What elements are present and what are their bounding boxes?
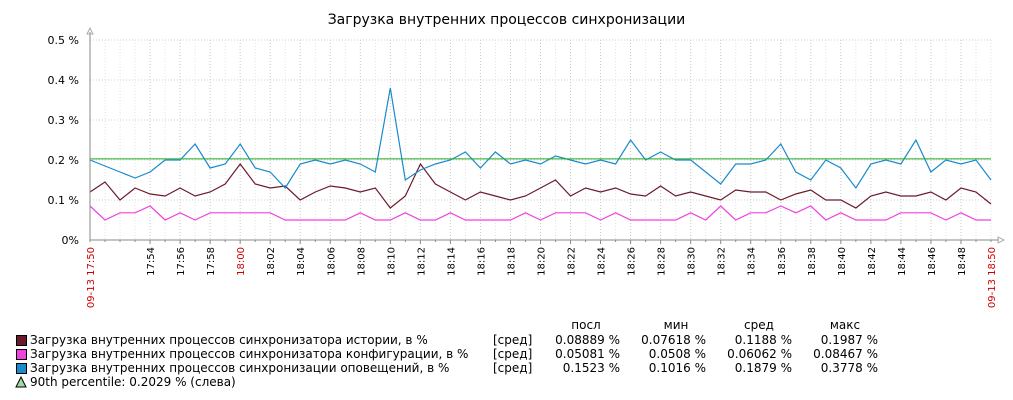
legend-header-row: посл мин сред макс bbox=[0, 318, 1013, 332]
x-tick-label: 18:00 bbox=[236, 247, 247, 276]
x-tick-label: 18:38 bbox=[807, 247, 818, 276]
y-tick-label: 0% bbox=[62, 234, 79, 247]
x-tick-label: 18:44 bbox=[897, 247, 908, 276]
legend-series-name: Загрузка внутренних процессов синхрониза… bbox=[30, 361, 450, 375]
x-tick-label: 18:46 bbox=[927, 247, 938, 276]
legend-header-min: мин bbox=[663, 318, 689, 332]
x-tick-label: 17:56 bbox=[176, 247, 187, 276]
x-tick-label: 18:30 bbox=[687, 247, 698, 276]
x-end-label: 09-13 18:50 bbox=[987, 247, 998, 308]
y-tick-label: 0.3 % bbox=[48, 114, 79, 127]
legend-swatch bbox=[16, 335, 27, 346]
legend-header-max: макс bbox=[829, 318, 861, 332]
legend-percentile-row: 90th percentile: 0.2029 % (слева) bbox=[0, 375, 1013, 389]
legend-row: Загрузка внутренних процессов синхрониза… bbox=[0, 361, 1013, 375]
legend-function: [сред] bbox=[493, 347, 533, 361]
grid bbox=[90, 39, 992, 240]
legend-last: 0.08889 % bbox=[555, 333, 620, 347]
x-axis-ticks: 17:54 17:56 17:58 18:00 18:02 18:04 18:06 18:08… bbox=[86, 247, 998, 308]
series-line bbox=[89, 205, 991, 221]
x-tick-label: 18:42 bbox=[867, 247, 878, 276]
legend-row: Загрузка внутренних процессов синхрониза… bbox=[0, 333, 1013, 347]
legend-max: 0.1987 % bbox=[820, 333, 878, 347]
legend-swatch bbox=[16, 349, 27, 360]
y-tick-label: 0.1 % bbox=[48, 194, 79, 207]
legend-percentile-label: 90th percentile: 0.2029 % (слева) bbox=[30, 375, 236, 389]
x-tick-label: 18:02 bbox=[266, 247, 277, 276]
x-tick-label: 18:12 bbox=[416, 247, 427, 276]
chart-title: Загрузка внутренних процессов синхрониза… bbox=[327, 12, 686, 28]
legend-function: [сред] bbox=[493, 333, 533, 347]
line-chart: 0%0.1 %0.2 %0.3 %0.4 %0.5 % 17:54 17:56 17… bbox=[48, 26, 1006, 308]
series-line bbox=[89, 162, 992, 209]
y-axis-ticks: 0% 0.1 % 0.2 % 0.3 % 0.4 % 0.5 % bbox=[48, 34, 79, 247]
x-tick-label: 18:34 bbox=[747, 247, 758, 276]
legend-last: 0.1523 % bbox=[562, 361, 620, 375]
x-tick-label: 18:16 bbox=[476, 247, 487, 276]
y-tick-label: 0.4 % bbox=[48, 74, 79, 87]
legend-avg: 0.1188 % bbox=[734, 333, 792, 347]
legend-header-avg: сред bbox=[744, 318, 774, 332]
x-tick-label: 17:58 bbox=[206, 247, 217, 276]
y-tick-label: 0.5 % bbox=[48, 34, 79, 47]
legend-header-last: посл bbox=[571, 318, 601, 332]
x-tick-label: 18:26 bbox=[627, 247, 638, 276]
x-tick-label: 18:20 bbox=[537, 247, 548, 276]
axes bbox=[86, 26, 1006, 244]
x-tick-label: 18:40 bbox=[837, 247, 848, 276]
x-tick-label: 18:14 bbox=[446, 247, 457, 276]
legend-series-name: Загрузка внутренних процессов синхрониза… bbox=[30, 333, 428, 347]
x-start-label: 09-13 17:50 bbox=[86, 247, 97, 308]
legend-min: 0.07618 % bbox=[641, 333, 706, 347]
x-tick-label: 18:18 bbox=[506, 247, 517, 276]
legend-last: 0.05081 % bbox=[555, 347, 620, 361]
x-tick-label: 18:08 bbox=[356, 247, 367, 276]
x-tick-label: 18:28 bbox=[657, 247, 668, 276]
legend-row: Загрузка внутренних процессов синхрониза… bbox=[0, 347, 1013, 361]
y-axis-arrow bbox=[86, 26, 94, 35]
legend-avg: 0.06062 % bbox=[727, 347, 792, 361]
x-axis-arrow bbox=[997, 236, 1006, 244]
x-tick-label: 18:22 bbox=[567, 247, 578, 276]
x-tick-label: 18:10 bbox=[386, 247, 397, 276]
legend-max: 0.08467 % bbox=[813, 347, 878, 361]
legend: посл мин сред макс Загрузка внутренних п… bbox=[0, 316, 1013, 400]
x-tick-label: 17:54 bbox=[146, 247, 157, 276]
legend-avg: 0.1879 % bbox=[734, 361, 792, 375]
x-tick-label: 18:24 bbox=[597, 247, 608, 276]
series-line bbox=[89, 87, 992, 190]
legend-max: 0.3778 % bbox=[820, 361, 878, 375]
x-tick-label: 18:04 bbox=[296, 247, 307, 276]
x-tick-label: 18:06 bbox=[326, 247, 337, 276]
x-tick-label: 18:36 bbox=[777, 247, 788, 276]
legend-function: [сред] bbox=[493, 361, 533, 375]
legend-series-name: Загрузка внутренних процессов синхрониза… bbox=[30, 347, 469, 361]
x-tick-label: 18:32 bbox=[717, 247, 728, 276]
legend-min: 0.0508 % bbox=[648, 347, 706, 361]
legend-min: 0.1016 % bbox=[648, 361, 706, 375]
percentile-triangle-icon bbox=[15, 376, 27, 388]
series-lines bbox=[89, 87, 992, 221]
y-tick-label: 0.2 % bbox=[48, 154, 79, 167]
x-tick-label: 18:48 bbox=[957, 247, 968, 276]
legend-swatch bbox=[16, 363, 27, 374]
